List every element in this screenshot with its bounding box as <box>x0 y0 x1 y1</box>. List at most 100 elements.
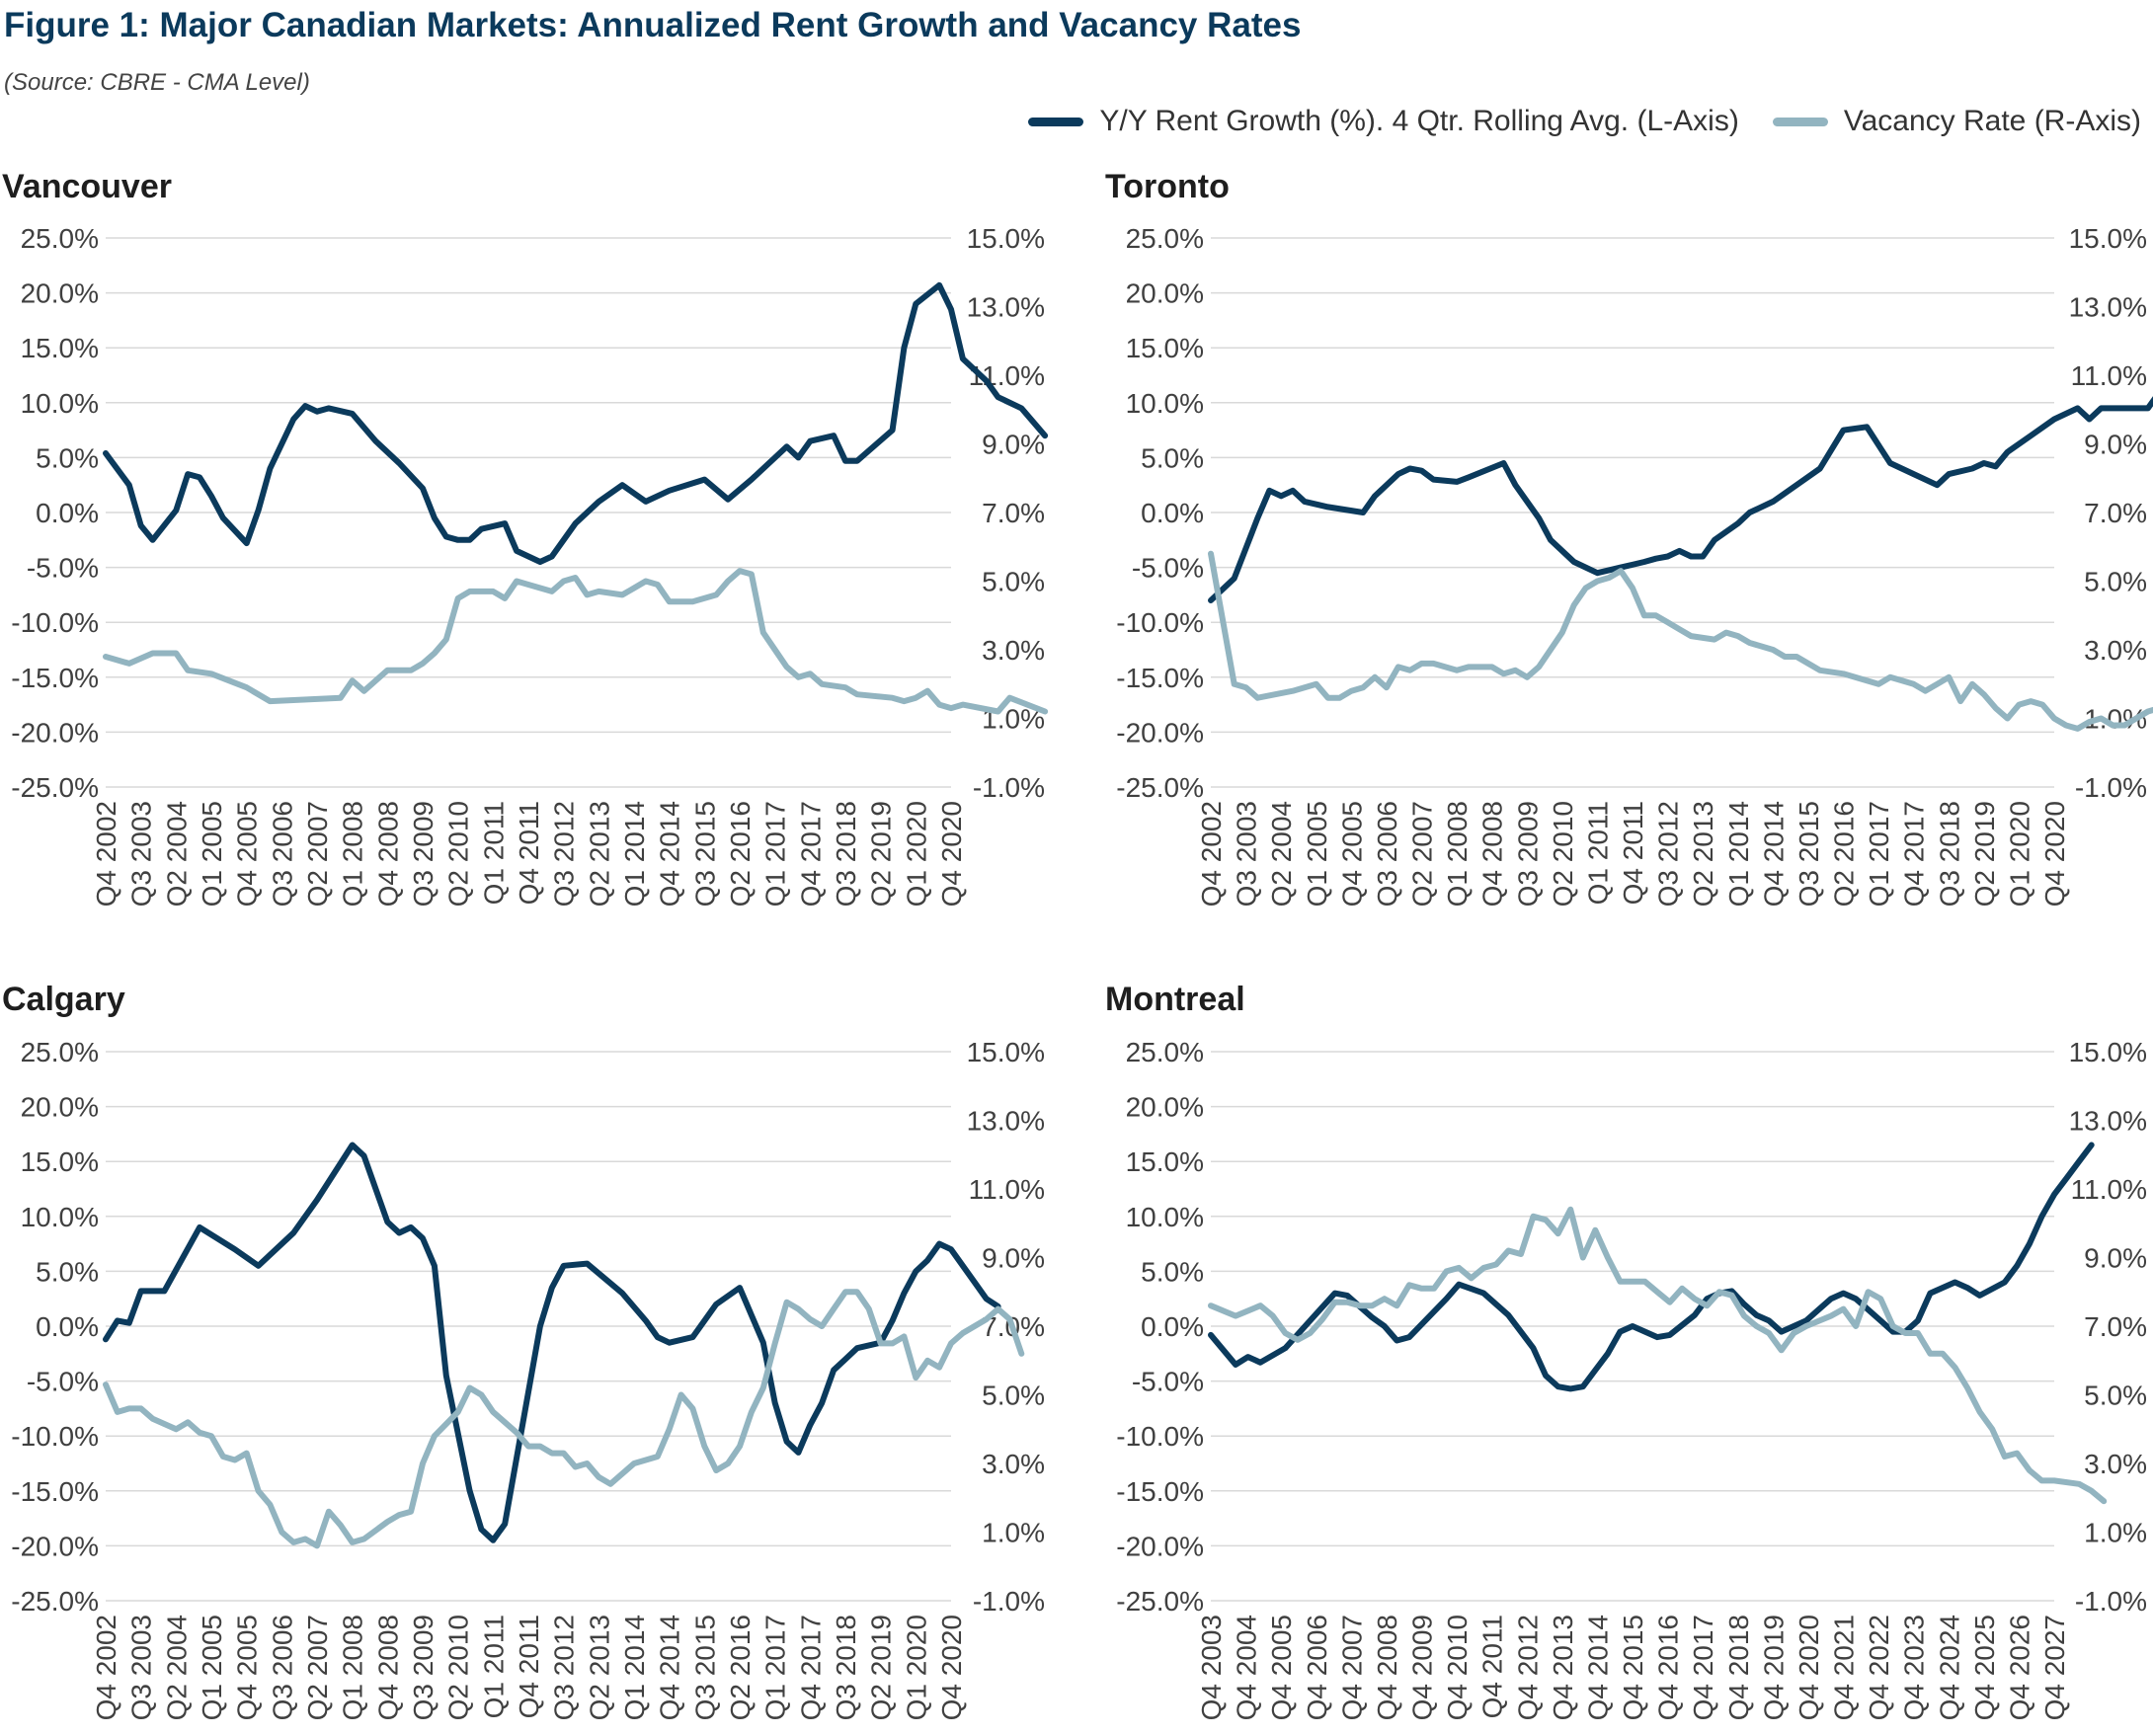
x-tick-label: Q4 2007 <box>1336 1615 1367 1720</box>
left-tick-label: 5.0% <box>1141 1256 1204 1287</box>
figure-title: Figure 1: Major Canadian Markets: Annual… <box>4 6 1302 44</box>
right-tick-label: 3.0% <box>2084 1449 2147 1479</box>
left-tick-label: 20.0% <box>21 1092 99 1123</box>
panel-title-toronto: Toronto <box>1105 168 1230 205</box>
x-tick-label: Q4 2010 <box>1442 1615 1473 1720</box>
left-tick-label: -15.0% <box>1116 663 1204 693</box>
series-line-rent-growth <box>103 281 1049 565</box>
x-tick-label: Q4 2005 <box>1266 1615 1297 1720</box>
chart-vancouver: Vancouver 25.0% 20.0% 15.0% 10.0% 5.0% 0.0% -5.… <box>2 168 1049 907</box>
x-tick-label: Q1 2005 <box>197 1615 227 1720</box>
x-tick-label: Q2 2010 <box>1548 801 1578 907</box>
left-tick-label: 0.0% <box>1141 1311 1204 1342</box>
x-tick-label: Q4 2025 <box>1969 1615 2000 1720</box>
x-tick-label: Q1 2020 <box>2004 801 2034 907</box>
x-tick-label: Q2 2007 <box>302 1615 333 1720</box>
x-tick-label: Q2 2013 <box>1688 801 1718 907</box>
left-tick-label: -25.0% <box>1116 772 1204 803</box>
x-tick-label: Q2 2016 <box>725 1615 756 1720</box>
x-tick-label: Q4 2021 <box>1829 1615 1860 1720</box>
left-tick-label: 5.0% <box>36 1256 99 1287</box>
right-tick-label: 9.0% <box>982 1243 1045 1274</box>
left-tick-label: 25.0% <box>1126 223 1204 254</box>
left-tick-label: 25.0% <box>21 1037 99 1067</box>
x-tick-label: Q4 2008 <box>1477 801 1508 907</box>
chart-montreal: Montreal 25.0% 20.0% 15.0% 10.0% 5.0% 0.0% -5.0… <box>1105 981 2147 1720</box>
legend-swatch-rent-growth <box>1028 117 1084 126</box>
right-tick-label: 5.0% <box>2084 1381 2147 1411</box>
right-tick-label: -1.0% <box>973 1586 1045 1617</box>
right-tick-label: 13.0% <box>2069 1106 2147 1137</box>
x-tick-label: Q2 2004 <box>161 1615 192 1720</box>
x-tick-label: Q4 2014 <box>655 801 685 907</box>
x-tick-label: Q4 2015 <box>1618 1615 1648 1720</box>
left-tick-label: -10.0% <box>1116 1421 1204 1452</box>
right-tick-label: -1.0% <box>973 772 1045 803</box>
left-tick-label: 0.0% <box>36 1311 99 1342</box>
left-tick-label: 25.0% <box>1126 1037 1204 1067</box>
x-tick-label: Q2 2019 <box>866 801 897 907</box>
left-tick-label: -5.0% <box>1132 1367 1204 1397</box>
x-tick-label: Q2 2004 <box>161 801 192 907</box>
x-tick-label: Q1 2011 <box>478 801 509 905</box>
x-tick-label: Q3 2018 <box>1934 801 1964 907</box>
x-tick-label: Q1 2008 <box>1442 801 1473 907</box>
right-tick-label: 1.0% <box>982 1518 1045 1548</box>
right-tick-label: 11.0% <box>969 1174 1045 1205</box>
left-tick-label: -5.0% <box>27 1367 99 1397</box>
right-tick-label: 13.0% <box>967 1106 1045 1137</box>
right-tick-label: 15.0% <box>967 223 1045 254</box>
panel-title-calgary: Calgary <box>2 981 125 1018</box>
right-tick-label: 7.0% <box>2084 1311 2147 1342</box>
x-tick-label: Q1 2011 <box>478 1615 509 1718</box>
x-tick-label: Q4 2011 <box>1618 801 1648 905</box>
x-tick-label: Q2 2007 <box>1407 801 1438 907</box>
right-tick-label: 3.0% <box>982 635 1045 666</box>
legend-swatch-vacancy <box>1772 117 1828 126</box>
series-line-vacancy <box>1208 1206 2108 1505</box>
series-line-rent-growth <box>103 1142 1001 1543</box>
left-tick-label: 25.0% <box>21 223 99 254</box>
x-tick-label: Q2 2010 <box>443 1615 474 1720</box>
x-tick-label: Q4 2020 <box>1794 1615 1824 1720</box>
right-tick-label: 5.0% <box>982 567 1045 597</box>
x-tick-label: Q4 2014 <box>1582 1615 1613 1720</box>
x-tick-label: Q4 2012 <box>1512 1615 1543 1720</box>
x-tick-label: Q4 2002 <box>91 1615 121 1720</box>
x-tick-label: Q4 2003 <box>1196 1615 1227 1720</box>
x-tick-label: Q3 2012 <box>1653 801 1684 907</box>
x-tick-label: Q2 2019 <box>1969 801 2000 907</box>
left-tick-label: 15.0% <box>1126 1146 1204 1177</box>
x-tick-label: Q3 2003 <box>1232 801 1262 907</box>
x-tick-label: Q2 2016 <box>1829 801 1860 907</box>
left-tick-label: -5.0% <box>1132 553 1204 584</box>
left-tick-label: 20.0% <box>21 278 99 309</box>
left-tick-label: 0.0% <box>1141 498 1204 528</box>
series-line-vacancy <box>103 1289 1025 1549</box>
series-line-rent-growth <box>1208 396 2153 603</box>
right-tick-label: 9.0% <box>2084 430 2147 460</box>
x-tick-label: Q4 2024 <box>1934 1615 1964 1720</box>
legend: Y/Y Rent Growth (%). 4 Qtr. Rolling Avg.… <box>995 105 2141 138</box>
left-tick-label: 15.0% <box>21 333 99 363</box>
legend-label-rent-growth: Y/Y Rent Growth (%). 4 Qtr. Rolling Avg.… <box>1099 105 1739 137</box>
x-tick-label: Q1 2008 <box>338 801 368 907</box>
left-tick-label: 10.0% <box>1126 388 1204 419</box>
x-tick-label: Q3 2018 <box>831 801 861 907</box>
x-tick-label: Q3 2003 <box>126 1615 157 1720</box>
x-tick-label: Q4 2019 <box>1758 1615 1789 1720</box>
x-tick-label: Q4 2009 <box>1407 1615 1438 1720</box>
right-tick-label: 3.0% <box>2084 635 2147 666</box>
x-tick-label: Q1 2020 <box>901 801 931 907</box>
x-tick-label: Q1 2020 <box>901 1615 931 1720</box>
right-tick-label: -1.0% <box>2075 1586 2147 1617</box>
right-tick-label: 15.0% <box>2069 1037 2147 1067</box>
x-tick-label: Q1 2017 <box>1864 801 1894 907</box>
left-tick-label: 5.0% <box>36 442 99 473</box>
x-tick-label: Q3 2015 <box>689 801 720 907</box>
x-tick-label: Q4 2005 <box>232 801 263 907</box>
series-line-vacancy <box>103 568 1049 715</box>
x-tick-label: Q3 2018 <box>831 1615 861 1720</box>
left-tick-label: -15.0% <box>11 663 99 693</box>
left-tick-label: -25.0% <box>11 1586 99 1617</box>
